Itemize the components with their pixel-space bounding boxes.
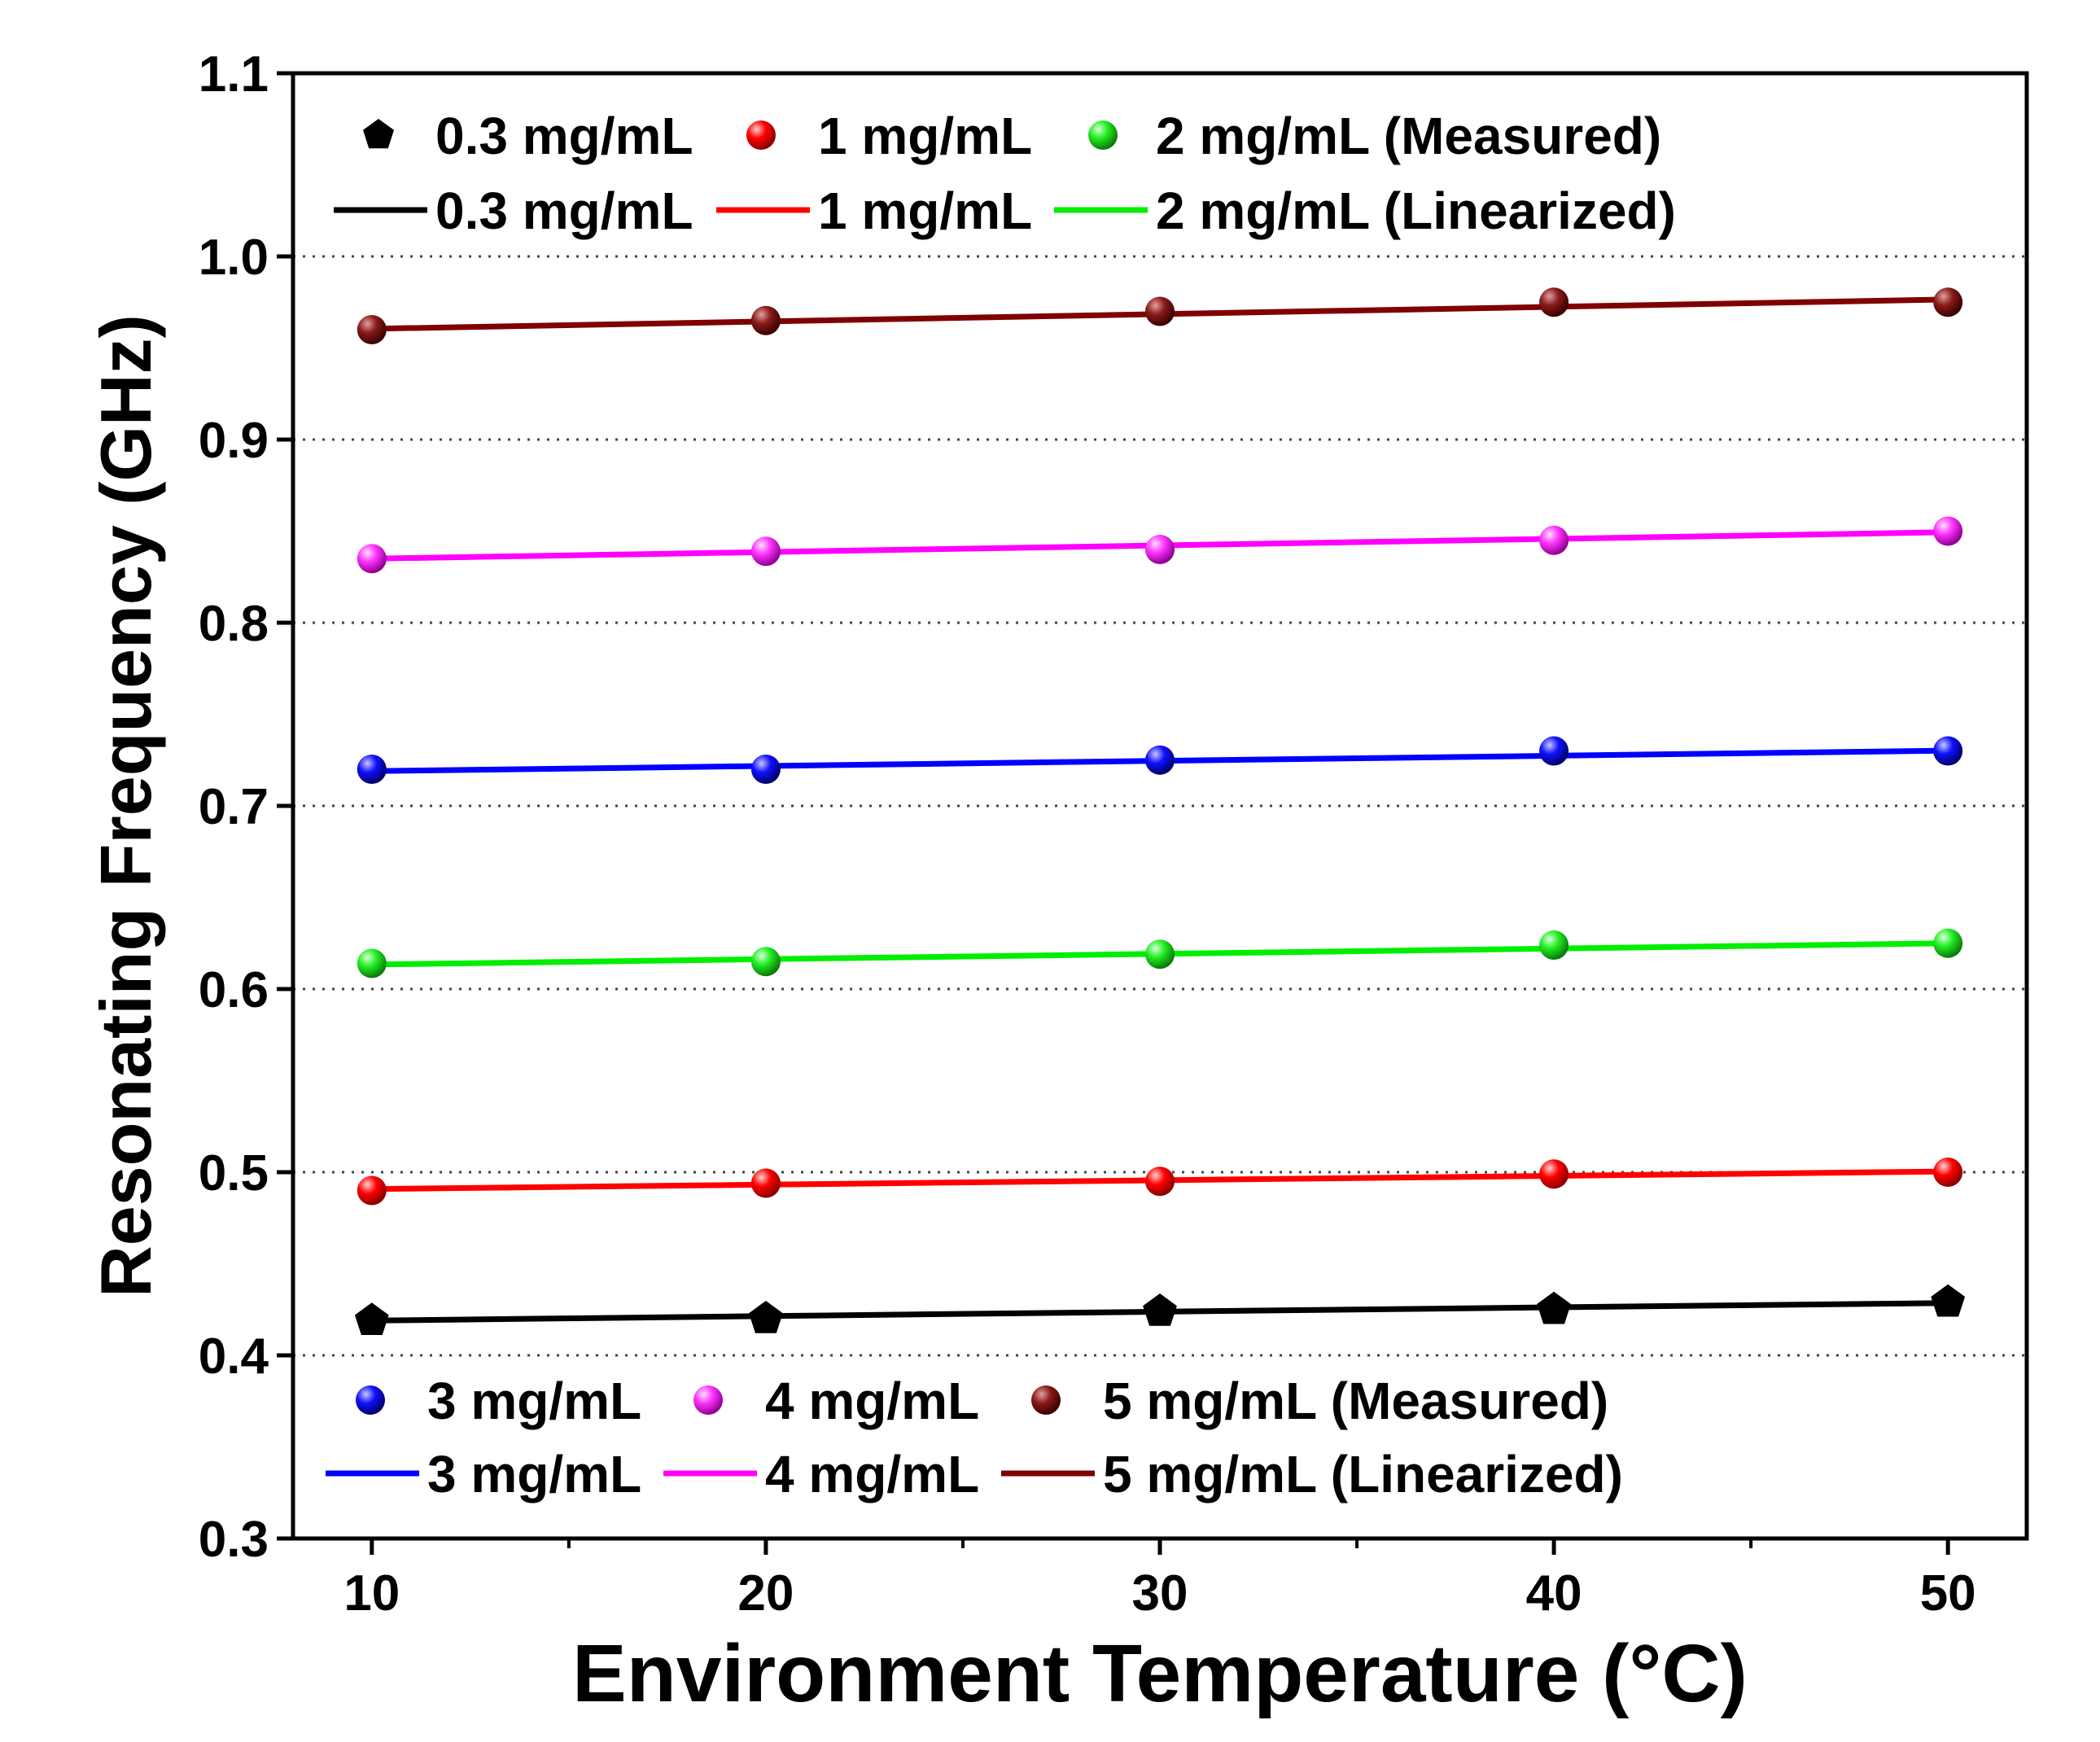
y-tick-label: 0.7 <box>199 779 269 835</box>
y-tick-label: 0.8 <box>199 596 269 652</box>
data-point <box>1539 525 1569 555</box>
data-point <box>357 315 387 344</box>
series-layer <box>354 287 1966 1335</box>
legend-label: 5 mg/mL (Linearized) <box>1103 1445 1623 1503</box>
legend-label: 3 mg/mL <box>427 1372 641 1430</box>
data-point <box>1145 745 1175 775</box>
ticks: 0.3 0.4 0.5 0.6 0.7 0.8 0.9 1.0 1.1 10 20 30 40 50 <box>199 46 1976 1622</box>
data-point <box>357 755 387 784</box>
x-tick-label: 10 <box>343 1565 400 1622</box>
legend-label: 0.3 mg/mL <box>435 182 693 240</box>
y-tick-label: 1.0 <box>199 230 269 286</box>
data-point <box>1933 516 1963 546</box>
legend-marker <box>693 1385 723 1415</box>
data-point <box>750 305 781 335</box>
y-tick-label: 1.1 <box>199 46 269 103</box>
data-point <box>1933 287 1963 317</box>
data-point <box>1539 930 1569 960</box>
data-point <box>1933 928 1963 958</box>
data-point <box>357 544 387 574</box>
data-point <box>750 1168 781 1198</box>
x-tick-label: 20 <box>737 1565 794 1622</box>
x-tick-label: 40 <box>1526 1565 1582 1622</box>
legend-label: 2 mg/mL (Linearized) <box>1156 182 1676 240</box>
data-point <box>1143 1293 1177 1326</box>
legend-label: 4 mg/mL <box>765 1372 979 1430</box>
y-axis-title: Resonating Frequency (GHz) <box>85 314 166 1298</box>
legend-label: 4 mg/mL <box>765 1445 979 1503</box>
data-point <box>1539 287 1569 317</box>
legend-label: 3 mg/mL <box>427 1445 641 1503</box>
data-point <box>354 1302 389 1335</box>
data-point <box>1931 1284 1966 1317</box>
data-point <box>750 536 781 567</box>
legend-top: 0.3 mg/mL 1 mg/mL 2 mg/mL (Measured) 0.3 mg… <box>334 107 1676 240</box>
legend-marker <box>746 120 776 150</box>
legend-label: 1 mg/mL <box>818 182 1032 240</box>
data-point <box>1145 296 1175 326</box>
y-tick-label: 0.9 <box>199 413 269 469</box>
y-tick-label: 0.6 <box>199 962 269 1018</box>
legend-bottom: 3 mg/mL 4 mg/mL 5 mg/mL (Measured) 3 mg/mL 4… <box>326 1372 1623 1503</box>
data-point <box>749 1301 783 1333</box>
data-point <box>1539 1159 1569 1189</box>
data-point <box>1933 1158 1963 1187</box>
data-point <box>1145 535 1175 564</box>
legend-marker <box>363 119 394 149</box>
x-tick-label: 50 <box>1920 1565 1976 1622</box>
data-point <box>750 947 781 977</box>
data-point <box>357 1175 387 1206</box>
legend-marker <box>1031 1385 1061 1415</box>
legend-label: 5 mg/mL (Measured) <box>1103 1372 1608 1430</box>
legend-marker <box>356 1385 385 1415</box>
data-point <box>1933 736 1963 766</box>
x-tick-label: 30 <box>1132 1565 1188 1622</box>
y-tick-label: 0.3 <box>199 1512 269 1568</box>
legend-label: 0.3 mg/mL <box>435 107 693 165</box>
data-point <box>1145 1166 1175 1197</box>
x-axis-title: Environment Temperature (°C) <box>572 1628 1748 1719</box>
y-tick-label: 0.5 <box>199 1145 269 1201</box>
legend-label: 2 mg/mL (Measured) <box>1156 107 1661 165</box>
data-point <box>357 948 387 978</box>
legend-marker <box>1088 120 1118 150</box>
y-tick-label: 0.4 <box>199 1328 269 1385</box>
data-point <box>1537 1291 1571 1324</box>
data-point <box>750 755 781 784</box>
legend-label: 1 mg/mL <box>818 107 1032 165</box>
data-point <box>1539 736 1569 766</box>
data-point <box>1145 939 1175 969</box>
